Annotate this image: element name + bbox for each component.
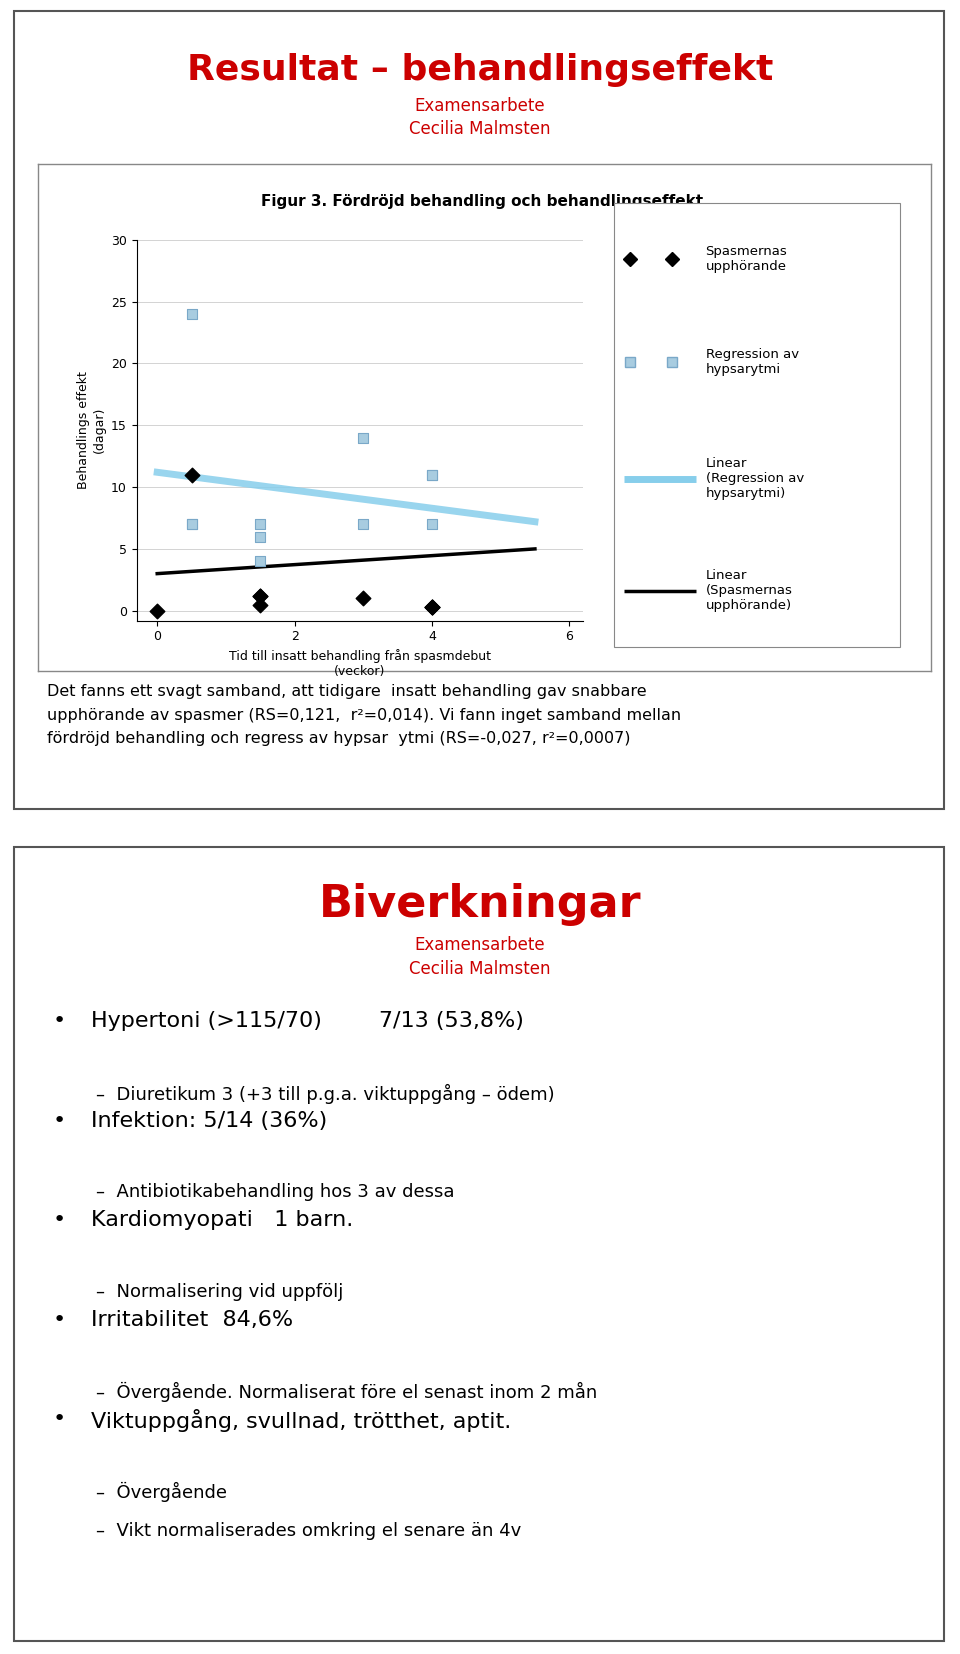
Text: –  Vikt normaliserades omkring el senare än 4v: – Vikt normaliserades omkring el senare … <box>96 1522 521 1540</box>
Point <box>424 594 440 620</box>
Text: •: • <box>53 1011 66 1032</box>
Text: Linear
(Regression av
hypsarytmi): Linear (Regression av hypsarytmi) <box>706 457 804 500</box>
Text: •: • <box>53 1111 66 1131</box>
Point <box>184 511 200 538</box>
FancyBboxPatch shape <box>614 203 900 647</box>
Point <box>184 461 200 488</box>
Text: Cecilia Malmsten: Cecilia Malmsten <box>409 119 551 137</box>
Point <box>252 523 268 549</box>
Point <box>424 461 440 488</box>
Point <box>184 301 200 327</box>
Point <box>252 582 268 609</box>
Point <box>355 511 371 538</box>
Point <box>252 582 268 609</box>
Point <box>252 590 268 617</box>
Point <box>424 461 440 488</box>
Text: Linear
(Spasmernas
upphörande): Linear (Spasmernas upphörande) <box>706 569 792 612</box>
Text: –  Normalisering vid uppfölj: – Normalisering vid uppfölj <box>96 1282 344 1300</box>
Point <box>355 425 371 452</box>
Text: Hypertoni (>115/70)        7/13 (53,8%): Hypertoni (>115/70) 7/13 (53,8%) <box>91 1011 524 1032</box>
Point <box>252 511 268 538</box>
X-axis label: Tid till insatt behandling från spasmdebut
(veckor): Tid till insatt behandling från spasmdeb… <box>228 648 491 678</box>
Text: •: • <box>53 1211 66 1231</box>
Point <box>424 594 440 620</box>
Text: –  Övergående: – Övergående <box>96 1482 227 1502</box>
Text: –  Antibiotikabehandling hos 3 av dessa: – Antibiotikabehandling hos 3 av dessa <box>96 1183 454 1201</box>
Point <box>252 547 268 574</box>
Point <box>424 511 440 538</box>
Text: Examensarbete: Examensarbete <box>415 98 545 116</box>
Point <box>424 594 440 620</box>
Text: Biverkningar: Biverkningar <box>319 883 641 926</box>
Text: –  Diuretikum 3 (+3 till p.g.a. viktuppgång – ödem): – Diuretikum 3 (+3 till p.g.a. viktuppgå… <box>96 1083 555 1103</box>
Y-axis label: Behandlings effekt
(dagar): Behandlings effekt (dagar) <box>78 370 106 490</box>
Text: Cecilia Malmsten: Cecilia Malmsten <box>409 959 551 978</box>
Text: Figur 3. Fördröjd behandling och behandlingseffekt.: Figur 3. Fördröjd behandling och behandl… <box>261 194 708 208</box>
FancyBboxPatch shape <box>14 847 944 1641</box>
Text: Kardiomyopati   1 barn.: Kardiomyopati 1 barn. <box>91 1211 353 1231</box>
Point <box>355 586 371 612</box>
Text: Irritabilitet  84,6%: Irritabilitet 84,6% <box>91 1310 294 1330</box>
Text: –  Övergående. Normaliserat före el senast inom 2 mån: – Övergående. Normaliserat före el senas… <box>96 1383 597 1403</box>
Text: •: • <box>53 1310 66 1330</box>
Text: Examensarbete: Examensarbete <box>415 936 545 954</box>
Text: •: • <box>53 1409 66 1429</box>
Text: Det fanns ett svagt samband, att tidigare  insatt behandling gav snabbare
upphör: Det fanns ett svagt samband, att tidigar… <box>47 685 682 746</box>
Point <box>150 597 165 624</box>
Text: Infektion: 5/14 (36%): Infektion: 5/14 (36%) <box>91 1111 327 1131</box>
Text: Viktuppgång, svullnad, trötthet, aptit.: Viktuppgång, svullnad, trötthet, aptit. <box>91 1409 512 1432</box>
Text: Resultat – behandlingseffekt: Resultat – behandlingseffekt <box>187 53 773 86</box>
Text: Regression av
hypsarytmi: Regression av hypsarytmi <box>706 347 799 375</box>
Point <box>184 511 200 538</box>
FancyBboxPatch shape <box>14 12 944 809</box>
Text: Spasmernas
upphörande: Spasmernas upphörande <box>706 245 787 273</box>
